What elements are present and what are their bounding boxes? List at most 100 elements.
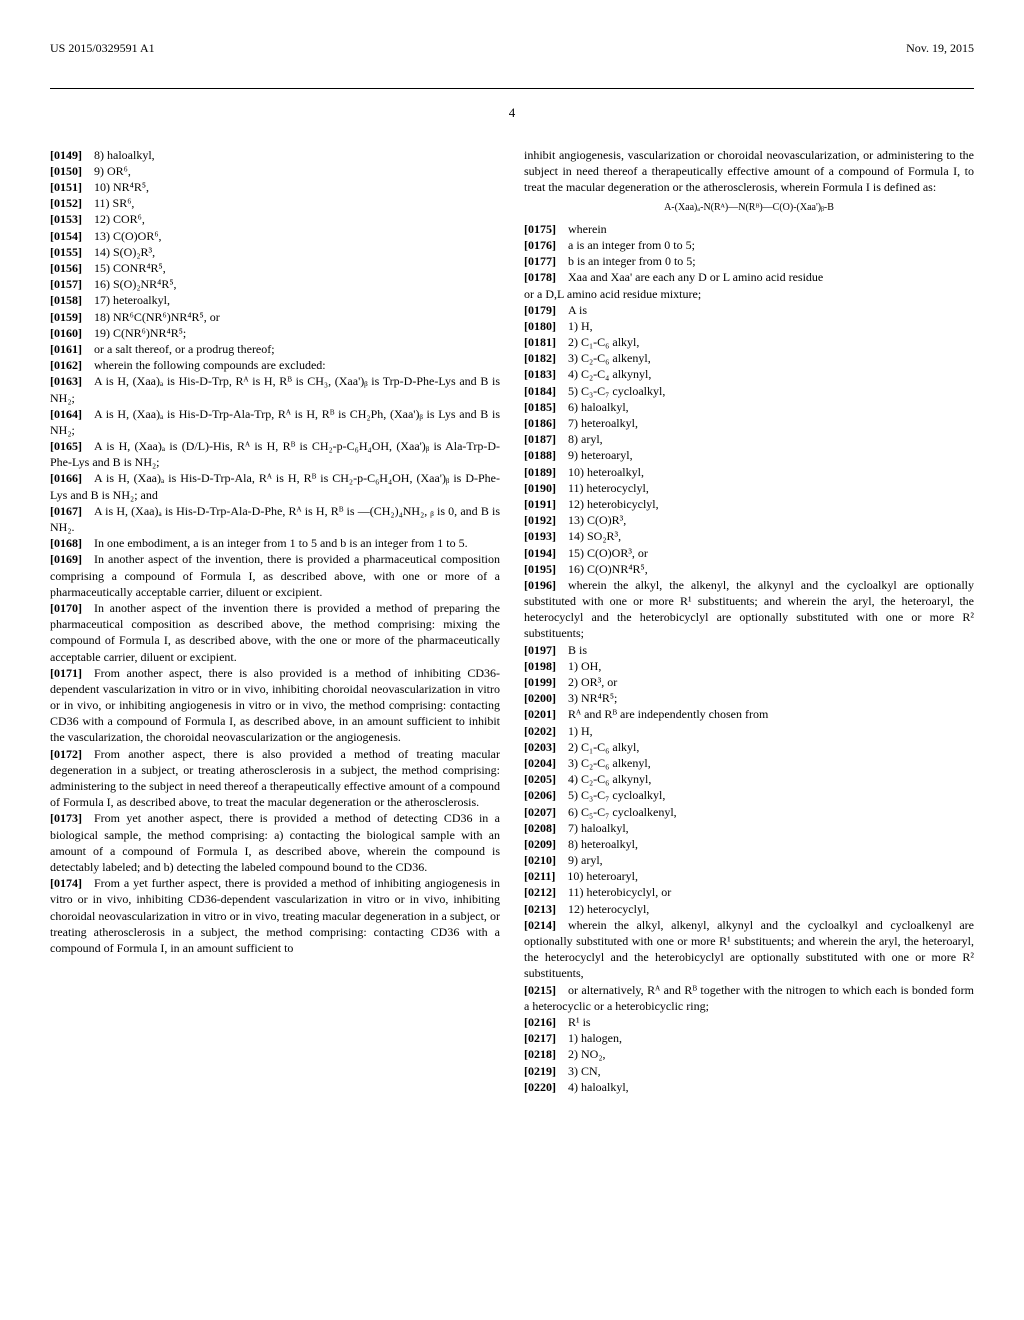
paragraph: [0163] A is H, (Xaa)ₐ is His-D-Trp, Rᴬ i… (50, 373, 500, 405)
list-item: [0192] 13) C(O)R³, (524, 512, 974, 528)
para-number: [0208] (524, 821, 556, 835)
para-number: [0191] (524, 497, 556, 511)
list-item: [0188] 9) heteroaryl, (524, 447, 974, 463)
para-number: [0171] (50, 666, 82, 680)
para-number: [0157] (50, 277, 82, 291)
list-item: [0205] 4) C₂-C₆ alkynyl, (524, 771, 974, 787)
intro-paragraph: inhibit angiogenesis, vascularization or… (524, 147, 974, 196)
pub-number: US 2015/0329591 A1 (50, 40, 155, 56)
list-item: [0153] 12) COR⁶, (50, 211, 500, 227)
para-number: [0215] (524, 983, 556, 997)
para-number: [0196] (524, 578, 556, 592)
para-number: [0165] (50, 439, 82, 453)
list-item: [0195] 16) C(O)NR⁴R⁵, (524, 561, 974, 577)
paragraph: [0171] From another aspect, there is als… (50, 665, 500, 746)
list-item: [0158] 17) heteroalkyl, (50, 292, 500, 308)
para-number: [0183] (524, 367, 556, 381)
paragraph: [0164] A is H, (Xaa)ₐ is His-D-Trp-Ala-T… (50, 406, 500, 438)
paragraph: [0215] or alternatively, Rᴬ and Rᴮ toget… (524, 982, 974, 1014)
para-number: [0198] (524, 659, 556, 673)
para-number: [0152] (50, 196, 82, 210)
para-number: [0180] (524, 319, 556, 333)
para-number: [0179] (524, 303, 556, 317)
para-number: [0199] (524, 675, 556, 689)
para-number: [0189] (524, 465, 556, 479)
list-item: [0155] 14) S(O)₂R³, (50, 244, 500, 260)
list-item: [0209] 8) heteroalkyl, (524, 836, 974, 852)
list-item: [0197] B is (524, 642, 974, 658)
para-number: [0151] (50, 180, 82, 194)
para-number: [0207] (524, 805, 556, 819)
list-item: [0211] 10) heteroaryl, (524, 868, 974, 884)
para-number: [0190] (524, 481, 556, 495)
para-number: [0169] (50, 552, 82, 566)
para-number: [0216] (524, 1015, 556, 1029)
list-item: [0191] 12) heterobicyclyl, (524, 496, 974, 512)
para-number: [0155] (50, 245, 82, 259)
list-item: [0160] 19) C(NR⁶)NR⁴R⁵; (50, 325, 500, 341)
list-item: [0184] 5) C₃-C₇ cycloalkyl, (524, 383, 974, 399)
paragraph: [0170] In another aspect of the inventio… (50, 600, 500, 665)
para-number: [0193] (524, 529, 556, 543)
list-item: [0194] 15) C(O)OR³, or (524, 545, 974, 561)
list-item: [0159] 18) NR⁶C(NR⁶)NR⁴R⁵, or (50, 309, 500, 325)
para-number: [0219] (524, 1064, 556, 1078)
list-item: [0201] Rᴬ and Rᴮ are independently chose… (524, 706, 974, 722)
list-item: [0151] 10) NR⁴R⁵, (50, 179, 500, 195)
list-item: [0193] 14) SO₂R³, (524, 528, 974, 544)
para-number: [0202] (524, 724, 556, 738)
para-number: [0164] (50, 407, 82, 421)
paragraph: [0166] A is H, (Xaa)ₐ is His-D-Trp-Ala, … (50, 470, 500, 502)
para-number: [0175] (524, 222, 556, 236)
para-number: [0203] (524, 740, 556, 754)
para-number: [0184] (524, 384, 556, 398)
para-number: [0150] (50, 164, 82, 178)
list-item: [0178] Xaa and Xaa' are each any D or L … (524, 269, 974, 285)
list-item: [0203] 2) C₁-C₆ alkyl, (524, 739, 974, 755)
para-number: [0201] (524, 707, 556, 721)
list-item: [0207] 6) C₅-C₇ cycloalkenyl, (524, 804, 974, 820)
list-item: [0152] 11) SR⁶, (50, 195, 500, 211)
para-number: [0161] (50, 342, 82, 356)
list-item: [0219] 3) CN, (524, 1063, 974, 1079)
pub-date: Nov. 19, 2015 (906, 40, 974, 56)
para-number: [0153] (50, 212, 82, 226)
header-rule (50, 88, 974, 89)
formula: A-(Xaa)ₐ-N(Rᴬ)—N(Rᴮ)—C(O)-(Xaa')ᵦ-B (524, 201, 974, 215)
para-number: [0177] (524, 254, 556, 268)
para-number: [0194] (524, 546, 556, 560)
para-number: [0181] (524, 335, 556, 349)
para-number: [0166] (50, 471, 82, 485)
para-number: [0158] (50, 293, 82, 307)
list-item: [0190] 11) heterocyclyl, (524, 480, 974, 496)
list-item: [0198] 1) OH, (524, 658, 974, 674)
list-item: [0202] 1) H, (524, 723, 974, 739)
para-number: [0192] (524, 513, 556, 527)
para-number: [0160] (50, 326, 82, 340)
list-item: [0187] 8) aryl, (524, 431, 974, 447)
list-item: [0212] 11) heterobicyclyl, or (524, 884, 974, 900)
para-number: [0212] (524, 885, 556, 899)
paragraph: [0167] A is H, (Xaa)ₐ is His-D-Trp-Ala-D… (50, 503, 500, 535)
list-item: [0162] wherein the following compounds a… (50, 357, 500, 373)
para-number: [0214] (524, 918, 556, 932)
para-number: [0182] (524, 351, 556, 365)
para-number: [0206] (524, 788, 556, 802)
para-number: [0154] (50, 229, 82, 243)
list-item: [0150] 9) OR⁶, (50, 163, 500, 179)
list-item: [0180] 1) H, (524, 318, 974, 334)
para-number: [0174] (50, 876, 82, 890)
para-number: [0185] (524, 400, 556, 414)
para-number: [0187] (524, 432, 556, 446)
left-column: [0149] 8) haloalkyl,[0150] 9) OR⁶,[0151]… (50, 147, 500, 1095)
para-number: [0213] (524, 902, 556, 916)
continuation-text: or a D,L amino acid residue mixture; (524, 286, 974, 302)
columns: [0149] 8) haloalkyl,[0150] 9) OR⁶,[0151]… (50, 147, 974, 1095)
para-number: [0200] (524, 691, 556, 705)
list-item: [0177] b is an integer from 0 to 5; (524, 253, 974, 269)
list-item: [0185] 6) haloalkyl, (524, 399, 974, 415)
page-header: US 2015/0329591 A1 Nov. 19, 2015 (50, 40, 974, 58)
para-number: [0162] (50, 358, 82, 372)
page-number: 4 (50, 104, 974, 122)
para-number: [0178] (524, 270, 556, 284)
